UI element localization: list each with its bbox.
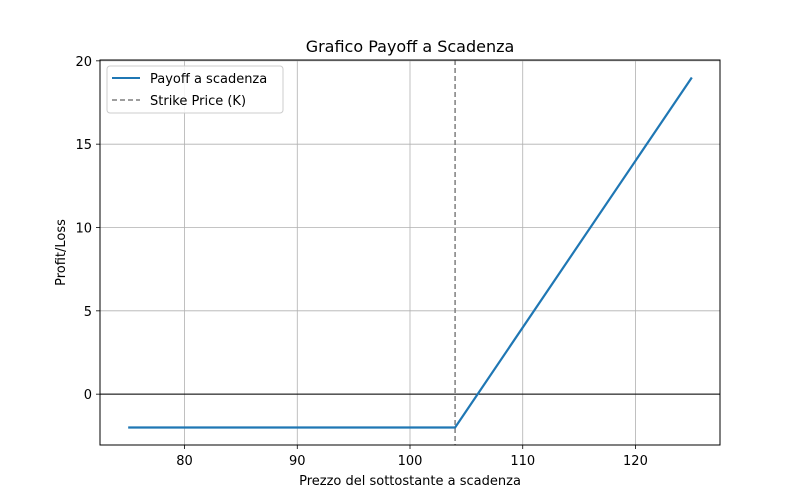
tick-layer: 80 90 100 110 120 0 5 10 15 20 (75, 55, 647, 469)
y-tick-label: 20 (75, 55, 92, 70)
legend-label-payoff: Payoff a scadenza (150, 72, 267, 87)
legend: Payoff a scadenza Strike Price (K) (106, 65, 284, 114)
payoff-line (128, 76, 693, 429)
reference-lines (100, 60, 720, 445)
y-tick-label: 15 (75, 138, 92, 153)
y-tick-label: 10 (75, 222, 92, 237)
series-layer (128, 76, 693, 429)
x-tick-label: 100 (398, 454, 423, 469)
y-tick-label: 5 (84, 305, 92, 320)
x-tick-label: 120 (623, 454, 648, 469)
x-tick-label: 110 (510, 454, 535, 469)
y-axis-label: Profit/Loss (54, 219, 69, 286)
chart-title: Grafico Payoff a Scadenza (306, 37, 515, 56)
legend-box (106, 65, 284, 114)
x-axis-label: Prezzo del sottostante a scadenza (299, 474, 521, 489)
legend-label-strike: Strike Price (K) (150, 94, 246, 109)
x-tick-label: 80 (176, 454, 193, 469)
y-tick-label: 0 (84, 388, 92, 403)
x-tick-label: 90 (289, 454, 306, 469)
